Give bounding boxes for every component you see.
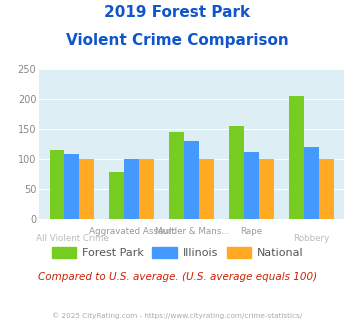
Text: Aggravated Assault: Aggravated Assault	[89, 227, 175, 236]
Bar	[65, 154, 80, 219]
Bar	[199, 159, 214, 219]
Bar	[50, 150, 65, 219]
Bar	[80, 159, 94, 219]
Text: All Violent Crime: All Violent Crime	[36, 234, 108, 243]
Text: Violent Crime Comparison: Violent Crime Comparison	[66, 33, 289, 48]
Bar	[304, 147, 319, 219]
Bar	[169, 132, 184, 219]
Text: Compared to U.S. average. (U.S. average equals 100): Compared to U.S. average. (U.S. average …	[38, 272, 317, 282]
Text: 2019 Forest Park: 2019 Forest Park	[104, 5, 251, 20]
Text: © 2025 CityRating.com - https://www.cityrating.com/crime-statistics/: © 2025 CityRating.com - https://www.city…	[53, 312, 302, 318]
Bar	[289, 96, 304, 219]
Text: Rape: Rape	[240, 227, 263, 236]
Bar	[244, 151, 259, 219]
Text: Robbery: Robbery	[293, 234, 329, 243]
Bar	[259, 159, 274, 219]
Bar	[109, 172, 124, 219]
Legend: Forest Park, Illinois, National: Forest Park, Illinois, National	[49, 245, 306, 260]
Bar	[124, 159, 139, 219]
Bar	[319, 159, 334, 219]
Bar	[139, 159, 154, 219]
Text: Murder & Mans...: Murder & Mans...	[154, 227, 229, 236]
Bar	[184, 141, 199, 219]
Bar	[229, 126, 244, 219]
